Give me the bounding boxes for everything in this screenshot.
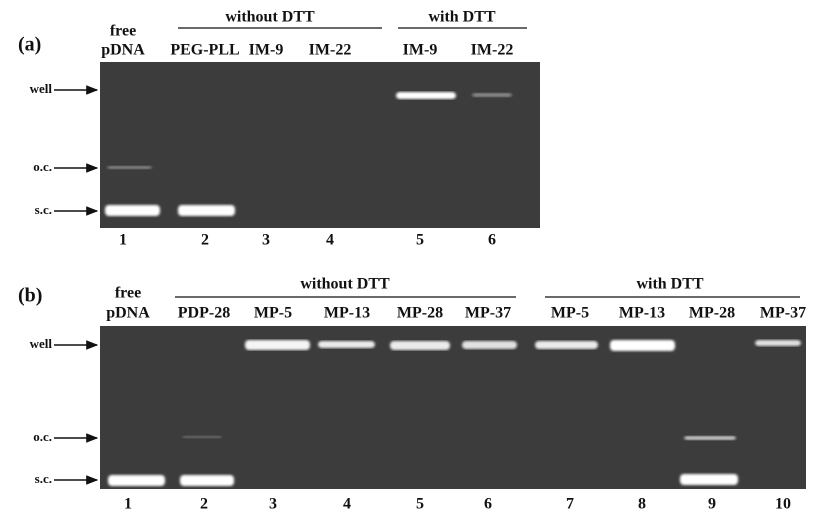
marker-label: o.c. [33,159,52,174]
lane-label: MP-5 [254,305,292,322]
band [535,341,598,349]
lane-top-label: free [110,23,136,40]
lane-label: MP-28 [397,305,443,322]
lane-number: 5 [416,232,424,249]
marker-label: well [30,81,53,96]
lane-label: MP-28 [689,305,735,322]
band [182,436,222,438]
band [684,436,736,440]
lane-number: 4 [326,232,334,249]
lane-label: PDP-28 [178,305,230,322]
band [390,341,450,350]
marker-label: s.c. [35,202,52,217]
marker-label: well [30,336,53,351]
lane-number: 4 [343,496,351,513]
band [396,92,456,99]
group-title: with DTT [636,276,703,293]
lane-label: pDNA [106,305,150,322]
gel [100,62,540,228]
panel-label: (b) [18,285,42,307]
lane-number: 10 [775,496,791,513]
lane-label: MP-5 [551,305,589,322]
lane-number: 8 [638,496,646,513]
lane-label: IM-9 [249,42,284,59]
band [180,475,234,486]
group-title: without DTT [300,276,390,293]
lane-number: 6 [488,232,496,249]
lane-number: 3 [262,232,270,249]
lane-number: 1 [119,232,127,249]
lane-number: 3 [269,496,277,513]
band [462,341,517,349]
band [755,340,801,346]
band [178,205,235,216]
lane-number: 2 [200,496,208,513]
band [318,341,375,348]
gel [100,326,806,489]
band [245,340,310,350]
marker-label: s.c. [35,471,52,486]
lane-label: IM-22 [471,42,514,59]
lane-number: 5 [416,496,424,513]
group-title: without DTT [225,9,315,26]
lane-number: 1 [124,496,132,513]
band [680,474,738,485]
panel-label: (a) [18,34,41,56]
band [105,205,160,216]
lane-label: IM-22 [309,42,352,59]
lane-label: MP-37 [465,305,511,322]
lane-number: 6 [484,496,492,513]
lane-number: 9 [708,496,716,513]
lane-number: 7 [566,496,574,513]
group-title: with DTT [428,9,495,26]
band [108,475,165,486]
lane-label: PEG-PLL [170,42,239,59]
lane-label: MP-13 [619,305,665,322]
lane-label: pDNA [101,42,145,59]
marker-label: o.c. [33,429,52,444]
lane-top-label: free [115,285,141,302]
lane-label: IM-9 [403,42,438,59]
band [610,340,675,351]
band [472,93,512,97]
lane-label: MP-13 [324,305,370,322]
band [107,166,152,169]
lane-label: MP-37 [760,305,806,322]
lane-number: 2 [201,232,209,249]
